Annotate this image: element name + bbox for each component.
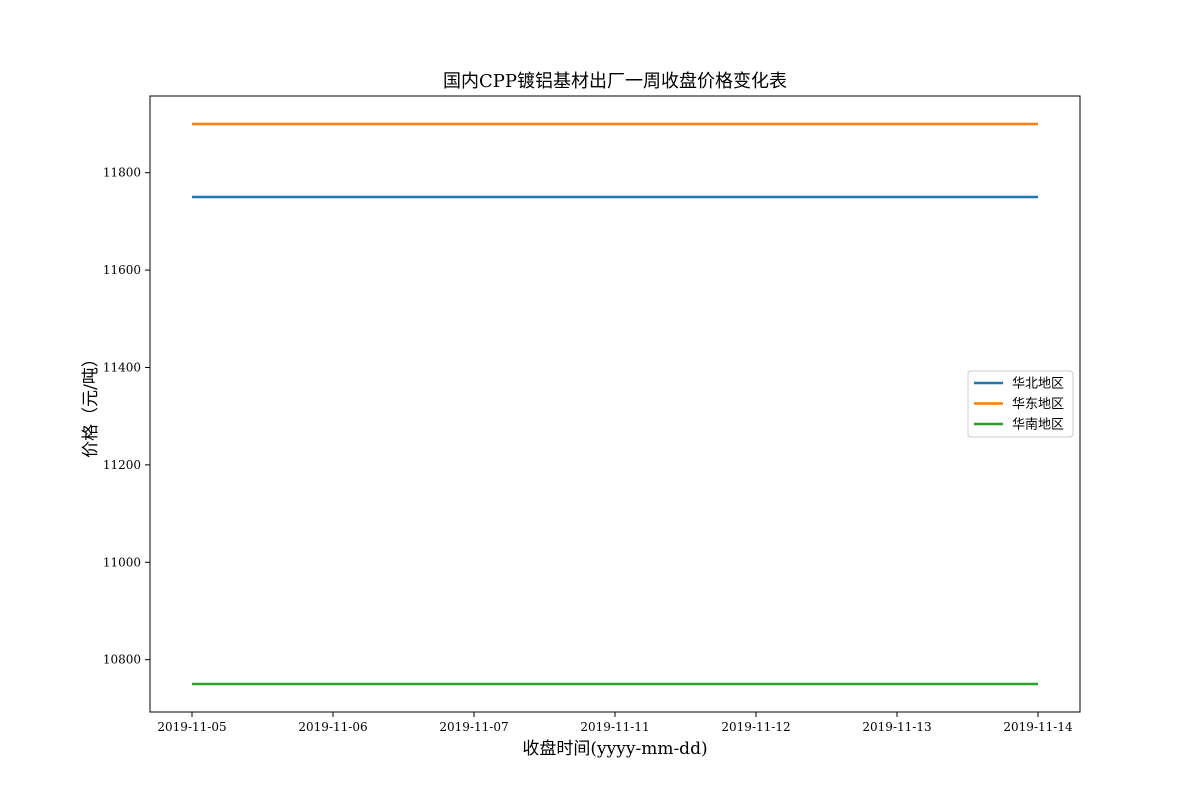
x-axis: 2019-11-05 2019-11-06 2019-11-07 2019-11-11…	[157, 712, 1073, 734]
x-tick-label: 2019-11-11	[580, 720, 649, 734]
y-axis: 10800 11000 11200 11400 11600 11800	[103, 166, 150, 667]
x-tick-label: 2019-11-12	[721, 720, 790, 734]
chart-title: 国内CPP镀铝基材出厂一周收盘价格变化表	[443, 71, 787, 92]
legend-label-1: 华东地区	[1012, 397, 1064, 412]
plot-frame	[149, 95, 1081, 713]
y-tick-label: 10800	[103, 653, 141, 667]
x-tick-label: 2019-11-05	[157, 720, 226, 734]
y-tick-label: 11200	[103, 458, 141, 472]
y-tick-label: 11600	[103, 263, 141, 277]
y-tick-label: 11400	[103, 360, 141, 374]
legend-frame	[967, 370, 1074, 438]
legend-label-2: 华南地区	[1012, 417, 1064, 433]
x-tick-label: 2019-11-07	[439, 720, 508, 734]
x-axis-title: 收盘时间(yyyy-mm-dd)	[522, 739, 707, 759]
x-tick-label: 2019-11-06	[298, 720, 367, 734]
y-tick-label: 11000	[103, 555, 141, 569]
series-layer	[192, 122, 1038, 686]
x-tick-label: 2019-11-13	[862, 720, 931, 734]
y-axis-title: 价格（元/吨）	[81, 350, 101, 458]
legend-label-0: 华北地区	[1012, 377, 1064, 392]
y-tick-label: 11800	[103, 166, 141, 180]
x-tick-label: 2019-11-14	[1003, 720, 1073, 734]
